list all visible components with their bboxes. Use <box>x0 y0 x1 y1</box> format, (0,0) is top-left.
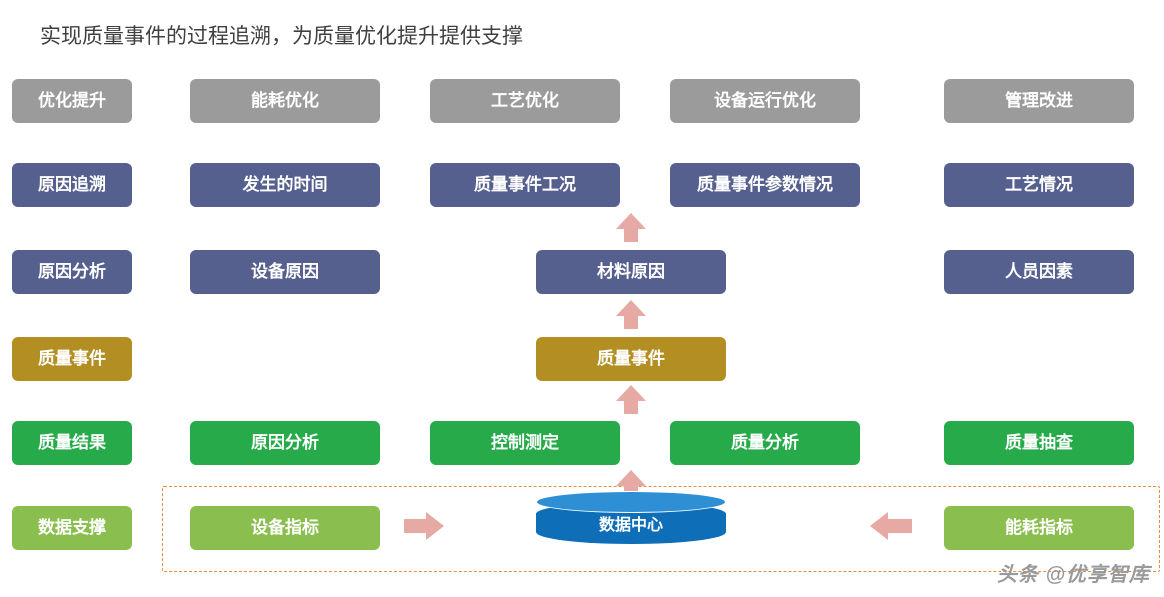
cell-2-2: 人员因素 <box>944 250 1134 294</box>
arrow-right-bottom <box>426 512 444 540</box>
arrow-up-2 <box>616 385 646 401</box>
row-label-2: 原因分析 <box>12 250 132 294</box>
row-label-5: 数据支撑 <box>12 506 132 550</box>
arrow-up-3 <box>616 470 646 486</box>
cell-0-0: 能耗优化 <box>190 79 380 123</box>
cell-4-3: 质量抽查 <box>944 421 1134 465</box>
cell-3-0: 质量事件 <box>536 337 726 381</box>
cell-5-0: 设备指标 <box>190 506 380 550</box>
cell-4-1: 控制测定 <box>430 421 620 465</box>
cell-1-2: 质量事件参数情况 <box>670 163 860 207</box>
cell-5-1: 能耗指标 <box>944 506 1134 550</box>
cell-1-3: 工艺情况 <box>944 163 1134 207</box>
watermark: 头条 @优享智库 <box>997 558 1150 587</box>
cell-1-1: 质量事件工况 <box>430 163 620 207</box>
cell-4-2: 质量分析 <box>670 421 860 465</box>
row-label-0: 优化提升 <box>12 79 132 123</box>
row-label-1: 原因追溯 <box>12 163 132 207</box>
data-center-cylinder: 数据中心 <box>536 502 726 544</box>
cell-0-3: 管理改进 <box>944 79 1134 123</box>
arrow-up-1 <box>616 300 646 316</box>
cell-1-0: 发生的时间 <box>190 163 380 207</box>
cell-0-1: 工艺优化 <box>430 79 620 123</box>
cell-0-2: 设备运行优化 <box>670 79 860 123</box>
arrow-left-bottom <box>870 512 888 540</box>
row-label-4: 质量结果 <box>12 421 132 465</box>
page-title: 实现质量事件的过程追溯，为质量优化提升提供支撑 <box>40 20 523 50</box>
arrow-up-0 <box>616 213 646 229</box>
cell-2-1: 材料原因 <box>536 250 726 294</box>
cell-4-0: 原因分析 <box>190 421 380 465</box>
row-label-3: 质量事件 <box>12 337 132 381</box>
cell-2-0: 设备原因 <box>190 250 380 294</box>
